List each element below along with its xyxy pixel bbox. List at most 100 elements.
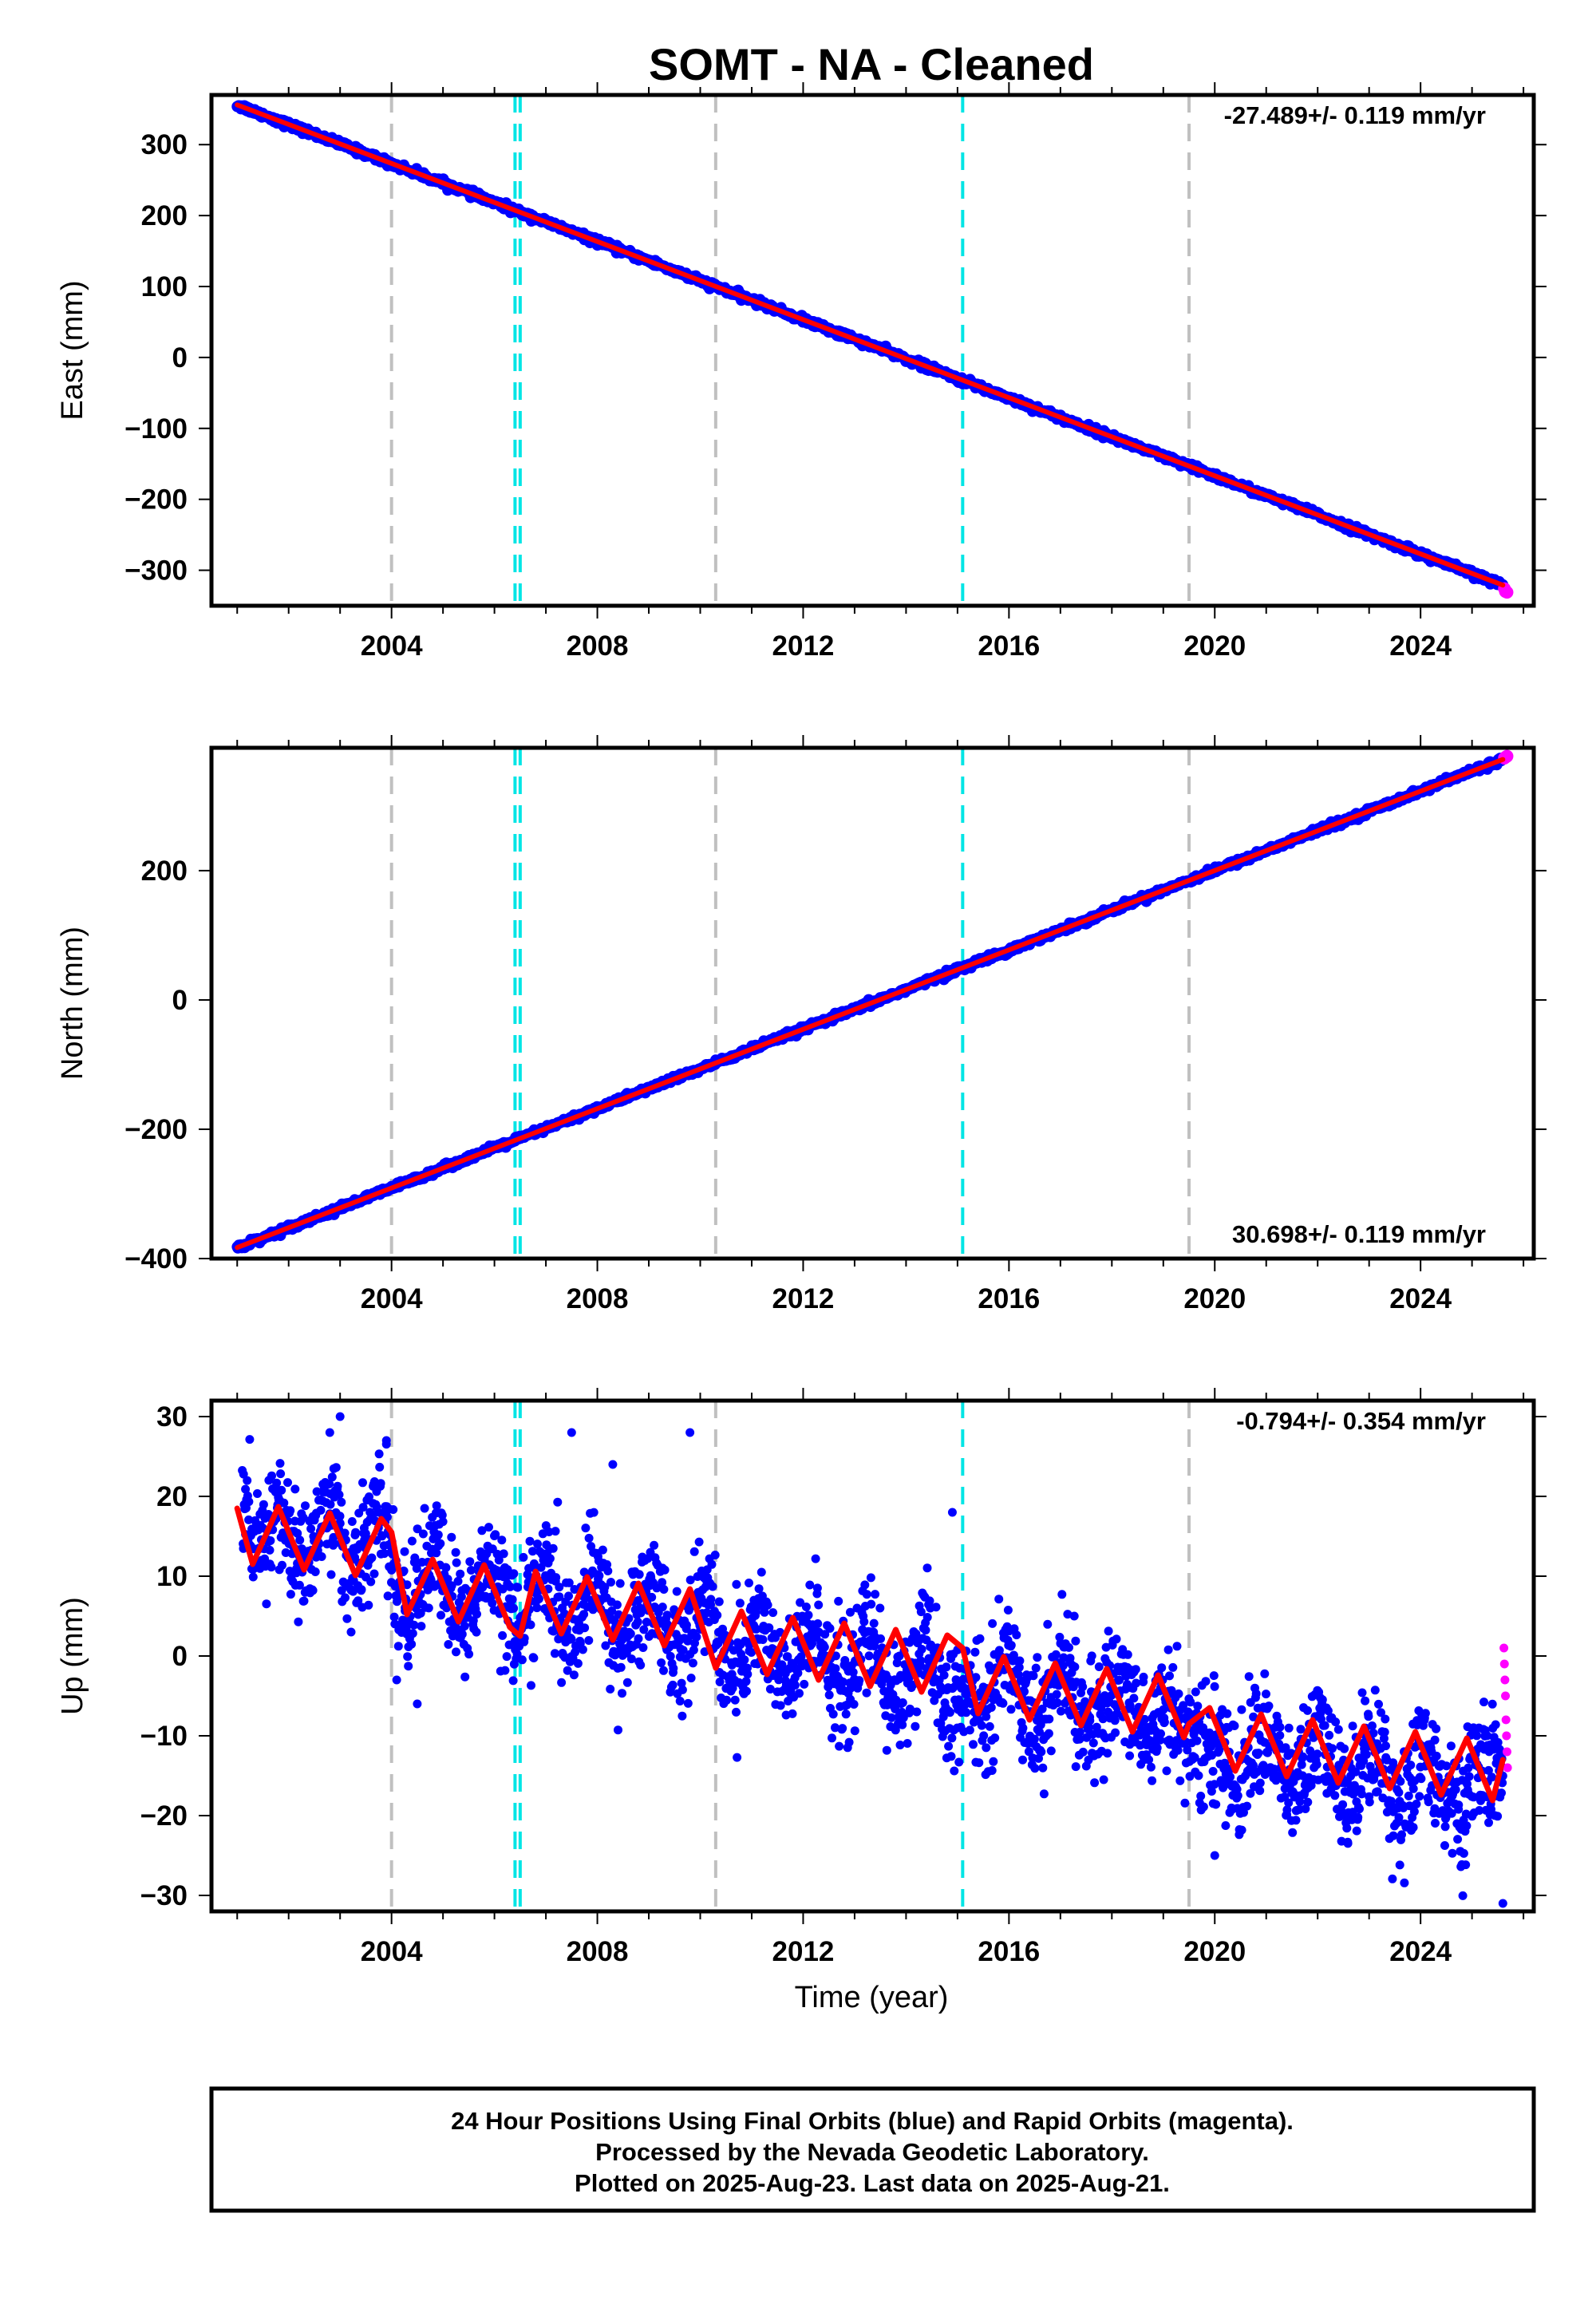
up-final-orbit-point (334, 1490, 344, 1500)
up-final-orbit-point (742, 1686, 751, 1696)
up-final-orbit-point (1015, 1656, 1025, 1666)
up-final-orbit-point (985, 1721, 994, 1731)
up-final-orbit-point (1087, 1651, 1096, 1661)
up-final-orbit-point (472, 1627, 481, 1637)
up-final-orbit-point (795, 1689, 804, 1698)
up-final-orbit-point (456, 1569, 465, 1579)
up-final-orbit-point (763, 1600, 772, 1610)
up-final-orbit-point (994, 1595, 1004, 1604)
north-x-tick-label: 2008 (567, 1283, 629, 1314)
up-final-orbit-point (424, 1603, 433, 1613)
up-final-orbit-point (1033, 1653, 1042, 1662)
up-final-orbit-points (238, 1412, 1507, 1908)
up-final-orbit-point (404, 1662, 413, 1671)
up-final-orbit-point (683, 1698, 693, 1708)
up-final-orbit-point (882, 1745, 891, 1755)
up-final-orbit-point (828, 1709, 838, 1719)
up-final-orbit-point (533, 1539, 542, 1549)
up-final-orbit-point (569, 1670, 579, 1680)
up-final-orbit-point (740, 1655, 749, 1665)
up-final-orbit-point (464, 1650, 474, 1659)
up-final-orbit-point (835, 1741, 844, 1751)
up-final-orbit-point (564, 1591, 573, 1601)
up-final-orbit-point (437, 1611, 445, 1620)
up-final-orbit-point (898, 1698, 907, 1707)
up-final-orbit-point (484, 1523, 493, 1532)
up-final-orbit-point (1192, 1736, 1202, 1745)
up-final-orbit-point (758, 1635, 768, 1644)
up-final-orbit-point (811, 1554, 820, 1563)
up-final-orbit-point (525, 1536, 535, 1546)
up-final-orbit-point (534, 1595, 543, 1603)
up-final-orbit-point (603, 1567, 613, 1575)
up-final-orbit-point (841, 1709, 851, 1719)
up-final-orbit-point (383, 1591, 393, 1601)
up-final-orbit-point (364, 1600, 373, 1610)
up-final-orbit-point (1201, 1677, 1211, 1686)
up-final-orbit-point (714, 1597, 724, 1607)
up-final-orbit-point (432, 1501, 441, 1511)
up-final-orbit-point (400, 1547, 409, 1556)
up-final-orbit-point (1018, 1723, 1028, 1733)
up-final-orbit-point (433, 1530, 443, 1539)
up-final-orbit-point (922, 1563, 932, 1573)
up-final-orbit-point (859, 1617, 869, 1626)
up-final-orbit-point (452, 1558, 461, 1567)
up-final-orbit-point (1139, 1672, 1148, 1682)
up-final-orbit-point (1099, 1775, 1108, 1784)
east-x-tick-label: 2016 (978, 630, 1040, 662)
up-final-orbit-point (1131, 1665, 1140, 1674)
up-final-orbit-point (441, 1563, 451, 1572)
up-final-orbit-point (573, 1658, 583, 1668)
up-final-orbit-point (1039, 1789, 1049, 1799)
up-final-orbit-point (407, 1536, 417, 1546)
up-final-orbit-point (813, 1619, 823, 1628)
north-panel: 2004 2008 2012 2016 2020 20242000−200−400Nort… (56, 735, 1547, 1314)
up-final-orbit-point (498, 1630, 508, 1640)
up-final-orbit-point (438, 1517, 448, 1527)
up-final-orbit-point (262, 1599, 271, 1609)
up-final-orbit-point (831, 1664, 840, 1674)
up-final-orbit-point (855, 1676, 864, 1686)
up-final-orbit-point (1146, 1762, 1156, 1772)
up-final-orbit-point (634, 1634, 643, 1643)
up-final-orbit-point (618, 1689, 626, 1698)
up-final-orbit-point (965, 1725, 974, 1735)
up-final-orbit-point (1090, 1778, 1100, 1788)
east-x-tick-label: 2012 (772, 630, 835, 662)
up-final-orbit-point (502, 1652, 512, 1662)
up-final-orbit-point (834, 1596, 843, 1606)
up-final-orbit-point (707, 1559, 717, 1569)
up-final-orbit-point (1210, 1682, 1219, 1691)
up-final-orbit-point (308, 1586, 318, 1595)
up-final-orbit-point (788, 1709, 797, 1718)
up-final-orbit-point (969, 1740, 978, 1749)
up-final-orbit-point (987, 1766, 997, 1775)
up-final-orbit-point (545, 1554, 555, 1563)
up-final-orbit-point (686, 1674, 696, 1683)
up-final-orbit-point (1103, 1749, 1112, 1758)
up-final-orbit-point (1209, 1671, 1219, 1681)
up-final-orbit-point (944, 1741, 954, 1751)
up-final-orbit-point (1006, 1641, 1016, 1650)
up-final-orbit-point (615, 1579, 625, 1588)
up-final-orbit-point (589, 1508, 598, 1517)
east-x-tick-label: 2020 (1183, 630, 1246, 662)
up-final-orbit-point (876, 1634, 885, 1643)
up-final-orbit-point (276, 1469, 286, 1479)
up-final-orbit-point (733, 1753, 742, 1762)
east-y-tick-label: 0 (172, 342, 188, 373)
up-final-orbit-point (668, 1680, 678, 1690)
up-final-orbit-point (800, 1679, 809, 1689)
up-final-orbit-point (939, 1670, 949, 1680)
up-final-orbit-point (290, 1484, 300, 1494)
up-final-orbit-point (580, 1623, 590, 1633)
up-final-orbit-point (989, 1757, 998, 1766)
up-final-orbit-point (954, 1757, 964, 1767)
up-final-orbit-point (947, 1733, 957, 1743)
up-final-orbit-point (658, 1603, 667, 1612)
up-final-orbit-point (790, 1681, 800, 1690)
north-y-tick-label: 0 (172, 985, 188, 1016)
up-final-orbit-point (532, 1603, 542, 1613)
up-final-orbit-point (1065, 1642, 1073, 1652)
